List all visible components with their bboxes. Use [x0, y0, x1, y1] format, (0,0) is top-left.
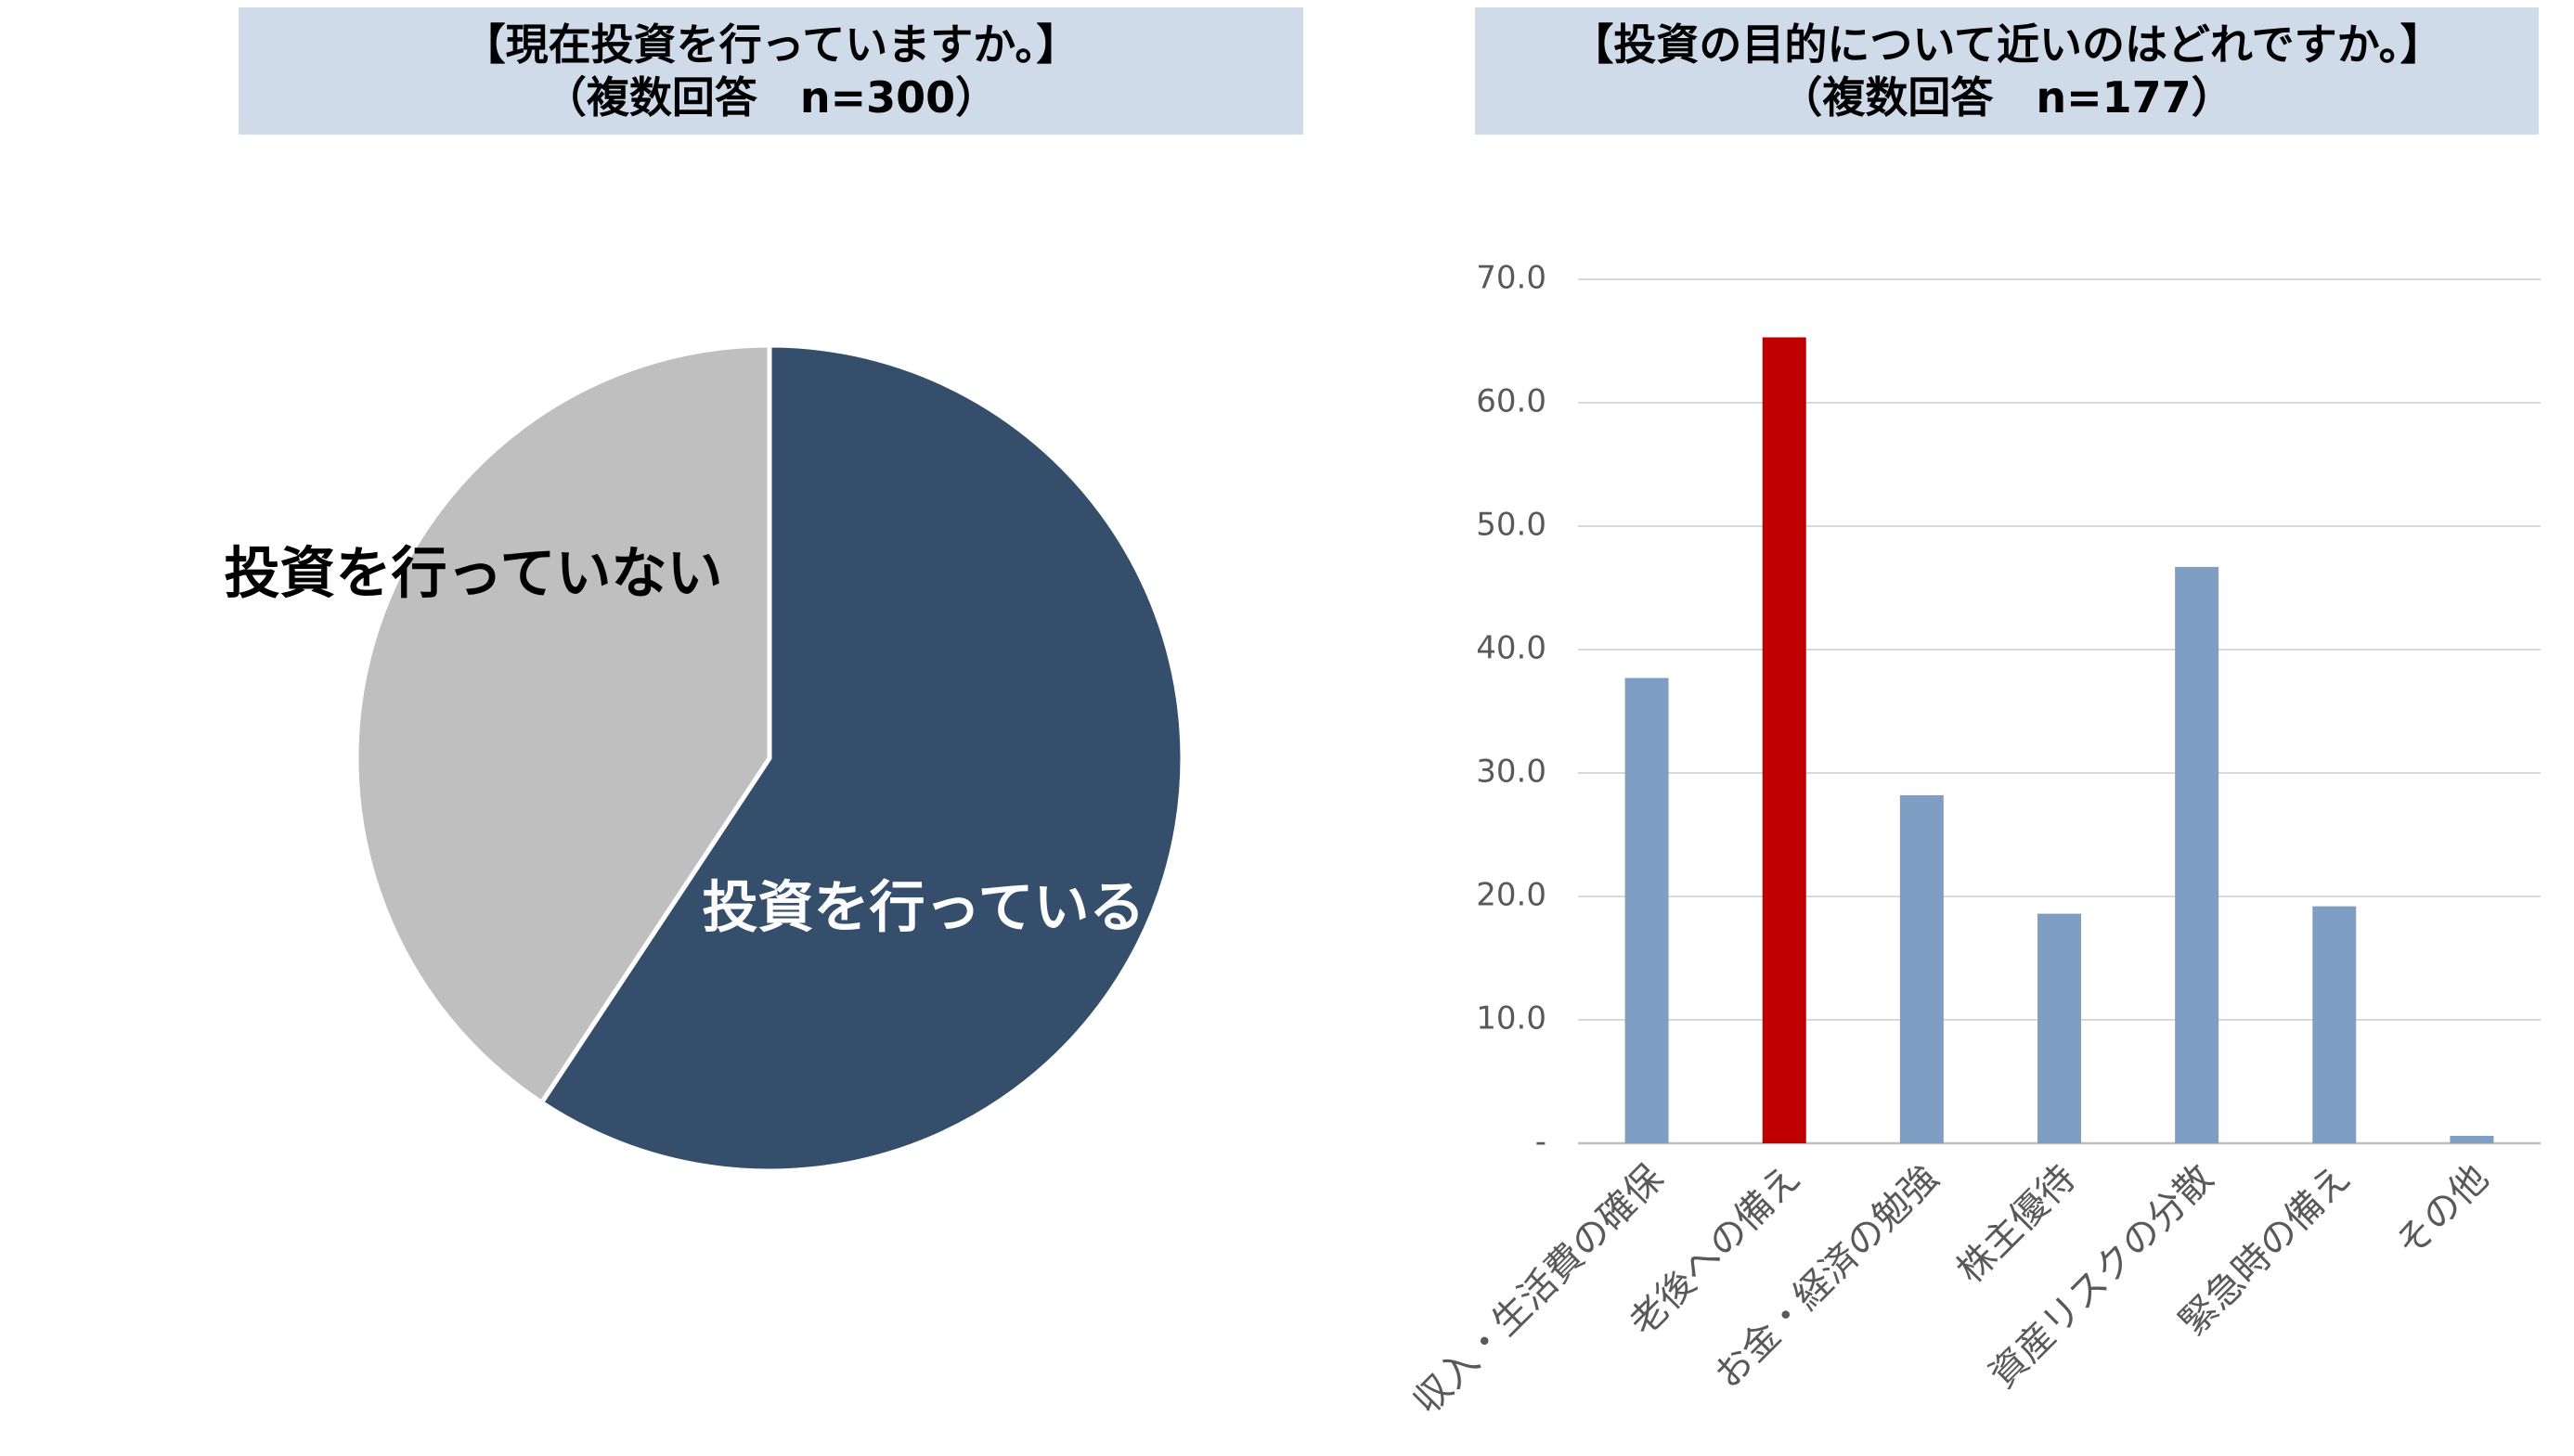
y-tick-label: 20.0	[1476, 877, 1546, 914]
bar-4	[2175, 566, 2219, 1143]
bar-chart-title: 【投資の目的について近いのはどれですか。】	[1571, 19, 2443, 71]
bar-0	[1624, 677, 1669, 1143]
pie-slice-0	[539, 342, 1185, 1174]
bar-3	[2037, 913, 2081, 1143]
bar-1	[1762, 337, 1806, 1143]
bar-chart: -10.020.030.040.050.060.070.0収入・生活費の確保老後…	[1405, 260, 2541, 1423]
pie-slice-label-0: 投資を行っている	[703, 876, 1145, 941]
pie-slice-1	[354, 342, 772, 1105]
y-tick-label: 10.0	[1476, 1000, 1546, 1037]
x-category-label: 株主優待	[1949, 1156, 2085, 1292]
x-category-label: その他	[2387, 1156, 2496, 1265]
y-tick-label: 60.0	[1476, 383, 1546, 420]
y-tick-label: 50.0	[1476, 507, 1546, 544]
bar-5	[2312, 906, 2357, 1143]
bar-chart-title-box: 【投資の目的について近いのはどれですか。】 （複数回答 n=177）	[1475, 7, 2539, 135]
bar-2	[1899, 794, 1944, 1143]
bar-6	[2450, 1136, 2494, 1143]
pie-slice-label-1: 投資を行っていない	[225, 542, 723, 607]
x-category-label: 収入・生活費の確保	[1405, 1156, 1672, 1423]
y-tick-label: -	[1535, 1124, 1546, 1161]
y-tick-label: 40.0	[1476, 630, 1546, 667]
pie-chart-title: 【現在投資を行っていますか。】	[462, 19, 1080, 71]
bar-chart-subtitle: （複数回答 n=177）	[1779, 71, 2234, 122]
pie-chart-title-box: 【現在投資を行っていますか。】 （複数回答 n=300）	[239, 7, 1303, 135]
pie-chart-subtitle: （複数回答 n=300）	[543, 71, 999, 122]
pie-chart: 投資を行っている 投資を行っていない	[225, 342, 1185, 1174]
y-tick-label: 30.0	[1476, 754, 1546, 791]
y-tick-label: 70.0	[1476, 260, 1546, 297]
